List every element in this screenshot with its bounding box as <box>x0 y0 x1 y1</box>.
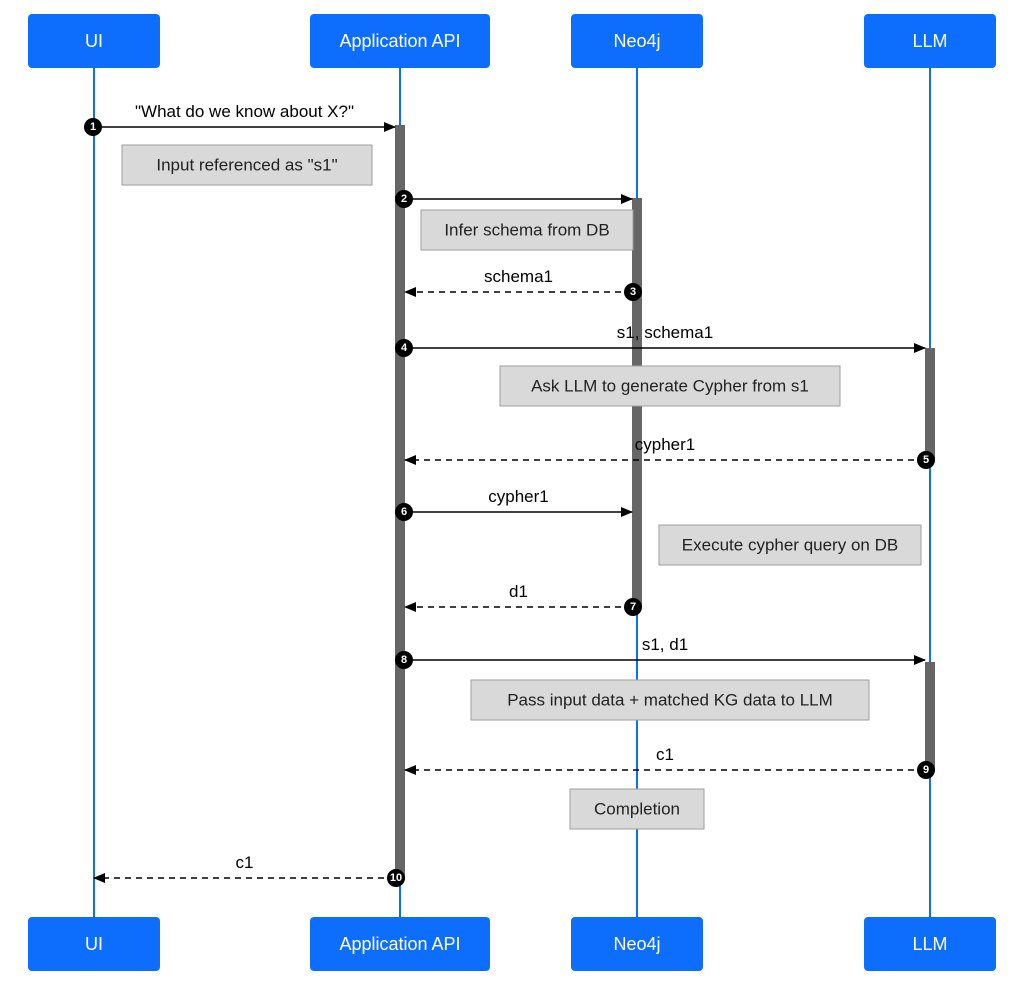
message-label-1: "What do we know about X?" <box>135 102 354 121</box>
activation-llm <box>925 662 935 771</box>
message-label-6: cypher1 <box>488 487 548 506</box>
participant-label-api: Application API <box>339 934 460 954</box>
participant-label-llm: LLM <box>912 934 947 954</box>
activation-llm <box>925 348 935 459</box>
note-text-4: Pass input data + matched KG data to LLM <box>507 691 833 710</box>
note-text-3: Execute cypher query on DB <box>682 536 898 555</box>
message-badge-num-1: 1 <box>90 121 96 133</box>
message-label-3: schema1 <box>484 267 553 286</box>
note-text-1: Infer schema from DB <box>444 221 609 240</box>
note-text-2: Ask LLM to generate Cypher from s1 <box>531 377 809 396</box>
activation-api <box>395 125 405 880</box>
participant-label-ui: UI <box>85 934 103 954</box>
message-label-9: c1 <box>656 745 674 764</box>
participant-label-neo: Neo4j <box>613 31 660 51</box>
message-badge-num-3: 3 <box>630 286 636 298</box>
note-text-0: Input referenced as "s1" <box>156 156 337 175</box>
participant-label-ui: UI <box>85 31 103 51</box>
message-label-10: c1 <box>236 853 254 872</box>
message-badge-num-8: 8 <box>401 654 407 666</box>
sequence-diagram-svg: UI UI Application API Application API Neo4j N… <box>0 0 1024 989</box>
message-badge-num-2: 2 <box>401 193 407 205</box>
message-label-7: d1 <box>509 582 528 601</box>
message-badge-num-7: 7 <box>630 601 636 613</box>
message-badge-num-9: 9 <box>923 764 929 776</box>
sequence-diagram: UI UI Application API Application API Neo4j N… <box>0 0 1024 989</box>
message-label-5: cypher1 <box>635 435 695 454</box>
message-badge-num-6: 6 <box>401 506 407 518</box>
message-label-8: s1, d1 <box>642 635 688 654</box>
message-badge-num-10: 10 <box>390 872 402 884</box>
message-badge-num-5: 5 <box>923 454 929 466</box>
note-text-5: Completion <box>594 800 680 819</box>
participant-label-llm: LLM <box>912 31 947 51</box>
participant-label-api: Application API <box>339 31 460 51</box>
message-badge-num-4: 4 <box>401 342 408 354</box>
message-label-4: s1, schema1 <box>617 323 713 342</box>
participant-label-neo: Neo4j <box>613 934 660 954</box>
